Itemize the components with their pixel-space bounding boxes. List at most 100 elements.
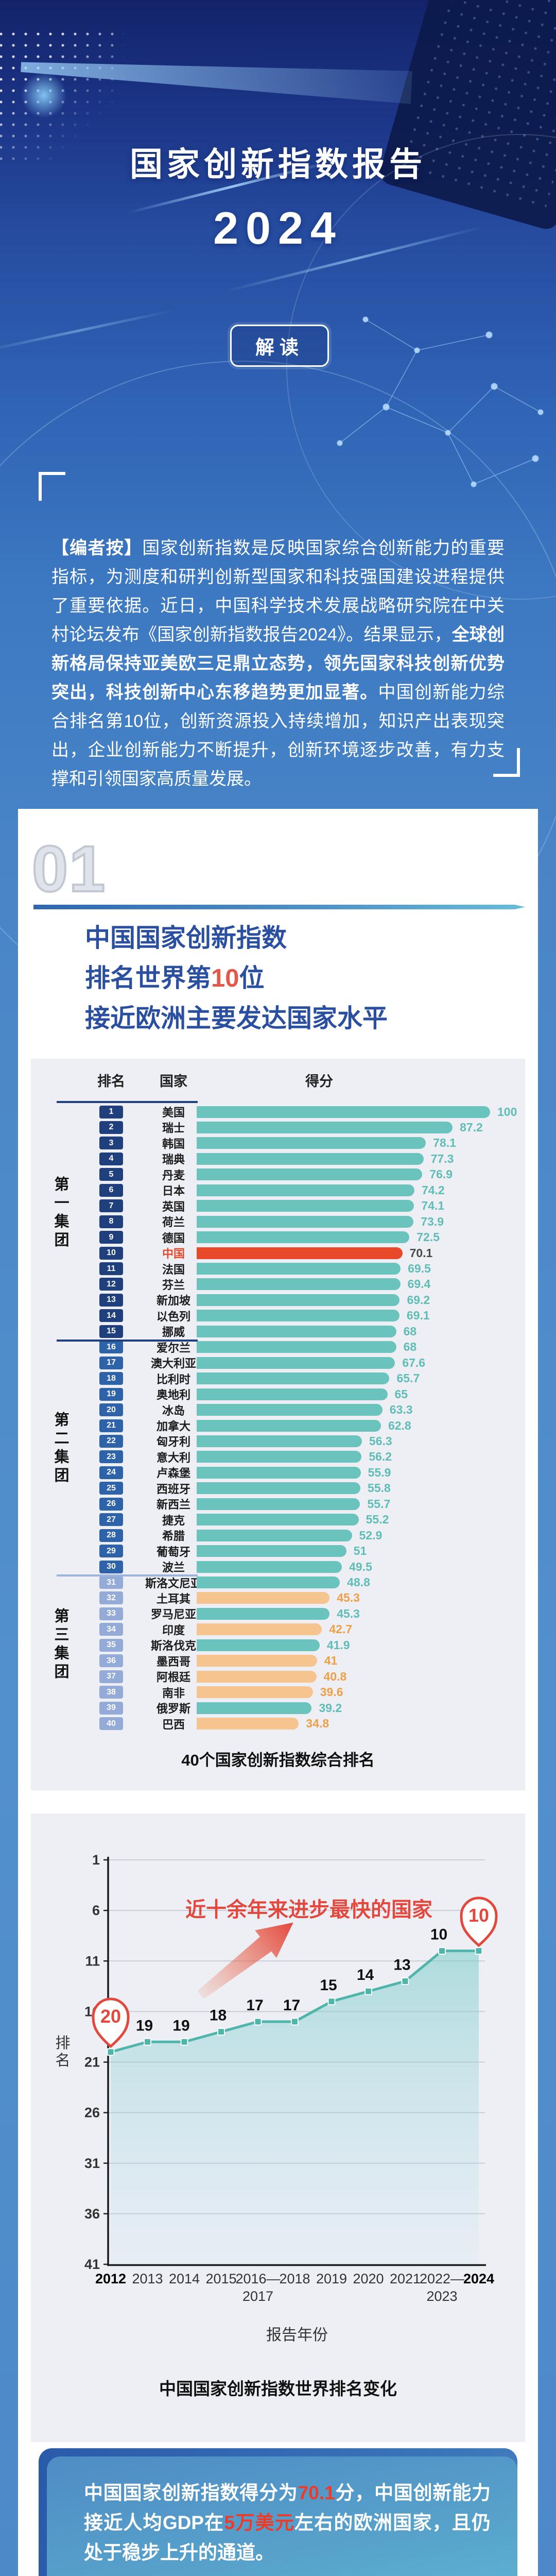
group-label: 第二集团 — [52, 1411, 68, 1486]
rank-badge: 29 — [99, 1545, 123, 1558]
score-value: 45.3 — [337, 1591, 360, 1605]
country-label: 南非 — [162, 1686, 185, 1700]
score-bar — [197, 1310, 399, 1322]
score-value: 69.4 — [407, 1277, 431, 1291]
country-label: 葡萄牙 — [156, 1545, 190, 1558]
country-label: 加拿大 — [156, 1420, 190, 1433]
content-card: 01 中国国家创新指数 排名世界第10位 接近欧洲主要发达国家水平 排名 国家 … — [18, 809, 538, 2576]
rank-badge: 24 — [99, 1466, 123, 1479]
score-bar — [197, 1639, 320, 1651]
table-row: 20 冰岛 63.3 — [31, 1403, 525, 1417]
svg-text:15: 15 — [320, 1977, 337, 1994]
table-row: 13 新加坡 69.2 — [31, 1293, 525, 1307]
table-row: 2 瑞士 87.2 — [31, 1121, 525, 1134]
score-value: 56.3 — [369, 1434, 392, 1448]
table-row: 24 卢森堡 55.9 — [31, 1466, 525, 1480]
table-row: 38 南非 39.6 — [31, 1685, 525, 1700]
score-bar — [197, 1623, 322, 1636]
score-value: 40.8 — [323, 1669, 347, 1683]
score-value: 55.8 — [368, 1481, 391, 1495]
section-title-line3: 接近欧洲主要发达国家水平 — [85, 1005, 388, 1032]
table-row: 39 俄罗斯 39.2 — [31, 1701, 525, 1715]
table-row: 34 印度 42.7 — [31, 1622, 525, 1637]
score-bar — [197, 1121, 453, 1133]
score-value: 72.5 — [416, 1230, 440, 1244]
column-header-score: 得分 — [305, 1074, 333, 1089]
score-value: 65.7 — [396, 1371, 420, 1385]
country-label: 丹麦 — [162, 1168, 185, 1182]
bar-chart-panel: 排名 国家 得分 1 美国 100 2 瑞士 87.2 3 韩国 78.1 4 瑞典 77.3 5 丹麦 7… — [31, 1059, 525, 1790]
table-row: 30 波兰 49.5 — [31, 1560, 525, 1574]
score-bar — [197, 1247, 403, 1259]
editors-note-tag: 【编者按】 — [51, 538, 143, 558]
score-bar — [197, 1153, 424, 1165]
country-label: 挪威 — [162, 1326, 185, 1339]
rank-badge: 30 — [99, 1560, 123, 1573]
score-value: 74.2 — [421, 1183, 445, 1197]
svg-text:2014: 2014 — [169, 2271, 200, 2286]
score-bar — [197, 1200, 414, 1212]
svg-text:10: 10 — [430, 1926, 447, 1943]
score-value: 65 — [394, 1387, 408, 1401]
score-value: 55.2 — [366, 1513, 389, 1527]
editors-note-p2: 中国创新能力综合排名第10位，创新资源投入持续增加，知识产出表现突出，企业创新能… — [51, 683, 505, 789]
section-title-line2-post: 位 — [239, 964, 265, 992]
bar-chart-caption: 40个国家创新指数综合排名 — [181, 1751, 375, 1769]
rank-badge: 37 — [99, 1670, 123, 1683]
section-divider-line — [33, 905, 525, 909]
svg-text:26: 26 — [84, 2105, 100, 2121]
section-title-line2-pre: 排名世界第 — [85, 964, 212, 992]
summary-text: 中国国家创新指数得分为70.1分，中国创新能力接近人均GDP在5万美元左右的欧洲… — [84, 2478, 491, 2568]
svg-text:2022—2023: 2022— 2023 — [420, 2271, 464, 2304]
score-bar — [197, 1215, 414, 1228]
summary-t1: 中国国家创新指数得分为 — [84, 2482, 298, 2503]
score-bar — [197, 1702, 312, 1714]
country-label: 巴西 — [162, 1718, 185, 1731]
summary-card: 中国国家创新指数得分为70.1分，中国创新能力接近人均GDP在5万美元左右的欧洲… — [39, 2448, 517, 2576]
table-row: 26 新西兰 55.7 — [31, 1497, 525, 1511]
rank-badge: 1 — [99, 1105, 123, 1118]
section-title-line1: 中国国家创新指数 — [85, 924, 287, 952]
editors-note-bold: 全球创新格局保持亚美欧三足鼎立态势，领先国家科技创新优势突出，科技创新中心东移趋… — [51, 625, 505, 702]
rank-badge: 12 — [99, 1278, 123, 1291]
score-value: 70.1 — [409, 1246, 433, 1260]
score-bar — [197, 1325, 396, 1337]
rank-badge: 2 — [99, 1121, 123, 1134]
country-label: 德国 — [162, 1231, 185, 1245]
country-label: 希腊 — [162, 1530, 185, 1543]
table-row: 29 葡萄牙 51 — [31, 1544, 525, 1558]
rank-badge: 6 — [99, 1183, 123, 1197]
country-label: 印度 — [162, 1623, 185, 1637]
group-divider — [57, 1339, 198, 1342]
country-label: 韩国 — [162, 1137, 185, 1150]
interpret-button[interactable]: 解读 — [230, 325, 329, 367]
section-title-rank-number: 10 — [211, 964, 239, 992]
table-row: 16 爱尔兰 68 — [31, 1340, 525, 1354]
country-label: 罗马尼亚 — [150, 1608, 196, 1621]
summary-card-body: 中国国家创新指数得分为70.1分，中国创新能力接近人均GDP在5万美元左右的欧洲… — [47, 2456, 517, 2576]
score-bar — [197, 1106, 490, 1118]
country-label: 日本 — [162, 1184, 185, 1198]
rank-badge: 8 — [99, 1215, 123, 1228]
score-value: 69.5 — [408, 1262, 431, 1275]
decor-glow-dot — [21, 72, 67, 118]
score-value: 39.6 — [320, 1685, 343, 1699]
svg-text:17: 17 — [246, 1997, 263, 2014]
rank-badge: 35 — [99, 1638, 123, 1652]
group-label: 第一集团 — [52, 1176, 68, 1251]
svg-text:19: 19 — [136, 2017, 153, 2034]
rank-badge: 10 — [99, 1246, 123, 1260]
rank-badge: 40 — [99, 1717, 123, 1731]
rank-badge: 39 — [99, 1701, 123, 1715]
rank-badge: 22 — [99, 1434, 123, 1448]
rank-badge: 26 — [99, 1497, 123, 1511]
score-value: 76.9 — [429, 1167, 453, 1181]
svg-text:21: 21 — [84, 2055, 100, 2070]
table-row: 6 日本 74.2 — [31, 1183, 525, 1198]
country-label: 中国 — [162, 1247, 185, 1261]
score-bar — [197, 1278, 401, 1291]
summary-t2: 分，中国创新能力接近人均GDP在 — [84, 2482, 491, 2533]
country-label: 法国 — [162, 1263, 185, 1276]
score-bar — [197, 1561, 342, 1573]
country-label: 瑞士 — [162, 1122, 185, 1135]
